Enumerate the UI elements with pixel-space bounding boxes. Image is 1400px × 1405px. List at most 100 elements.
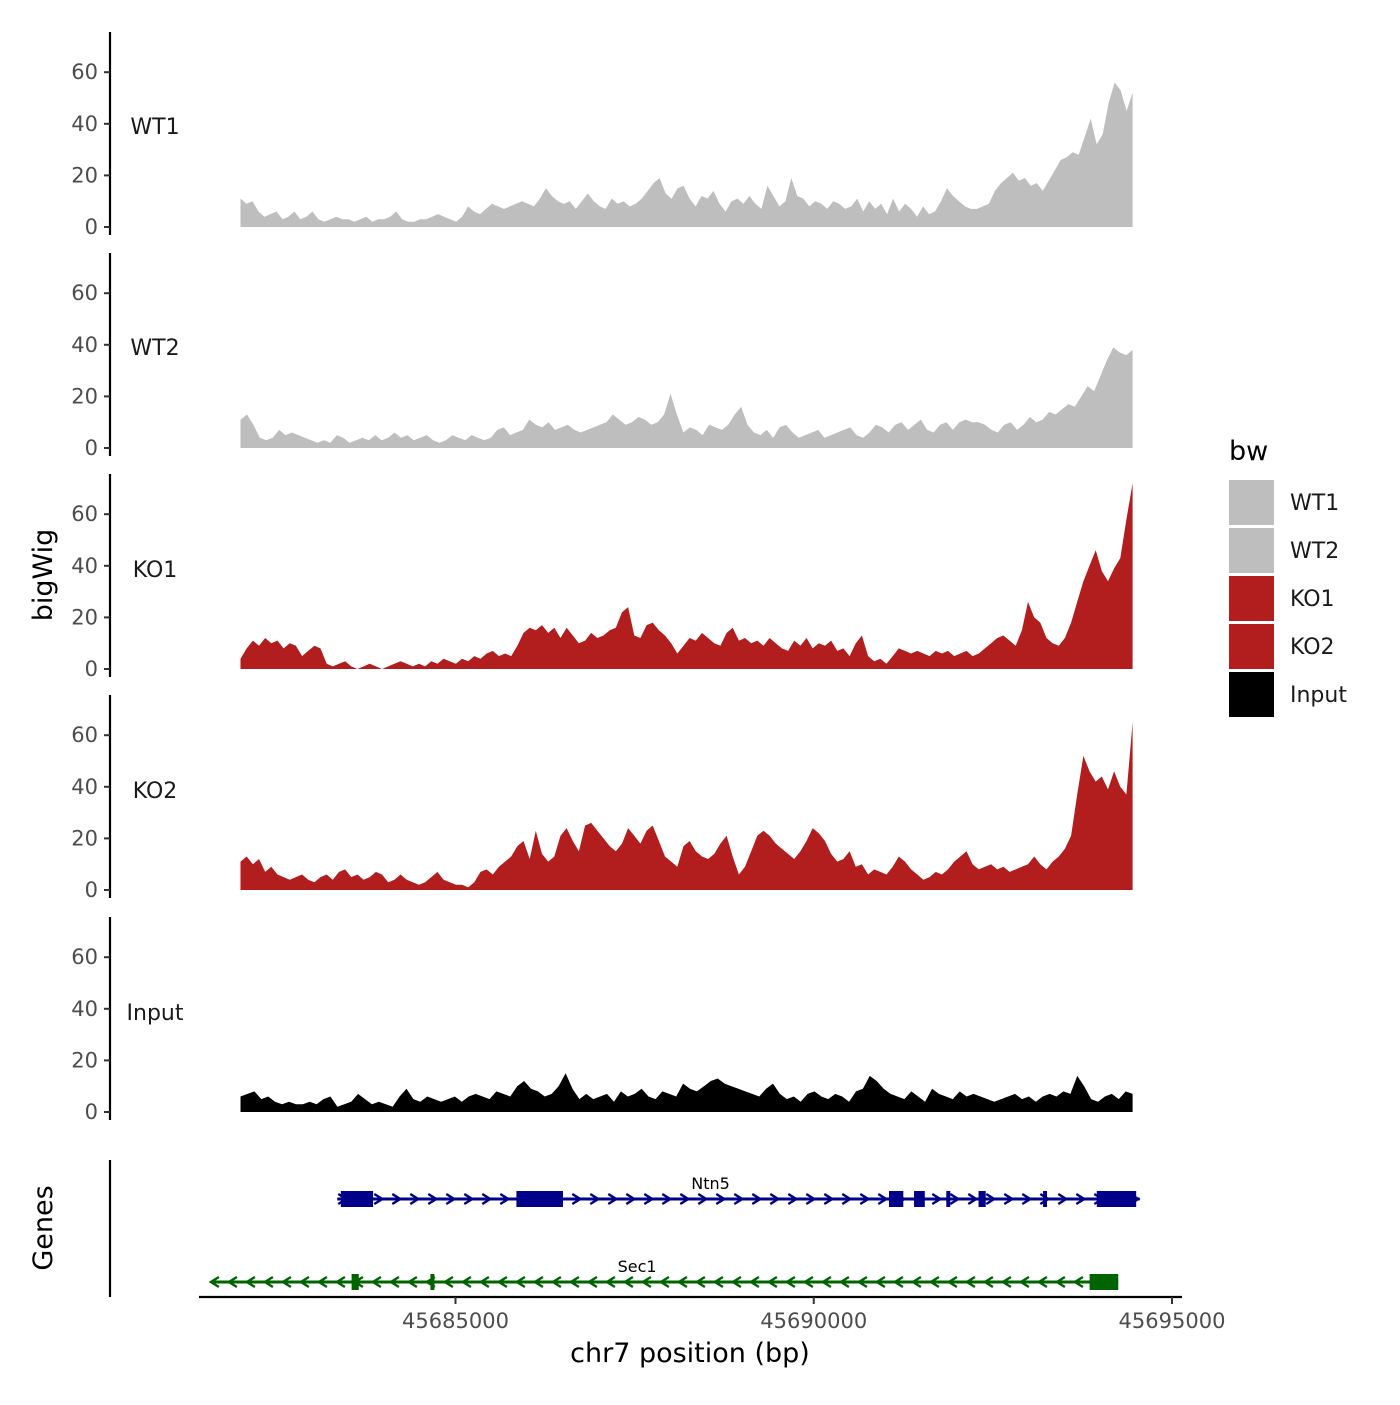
strand-arrow (694, 1275, 706, 1289)
strand-arrow (334, 1275, 346, 1289)
strand-arrow (859, 1192, 871, 1206)
y-tick-label: 60 (71, 502, 98, 526)
legend: bw WT1 WT2 KO1 KO2 Input (1229, 436, 1347, 717)
strand-arrow (481, 1192, 493, 1206)
x-axis-title: chr7 position (bp) (570, 1338, 810, 1369)
strand-arrow (589, 1192, 601, 1206)
y-tick-label: 20 (71, 163, 98, 187)
y-tick-label: 0 (85, 1100, 98, 1124)
strand-arrow (766, 1275, 778, 1289)
exon (978, 1191, 986, 1207)
strand-arrow (1018, 1275, 1030, 1289)
track-wt1: 0 20 40 60 WT1 (71, 32, 1133, 239)
y-tick-label: 0 (85, 436, 98, 460)
strand-arrow (370, 1275, 382, 1289)
gene-label: Ntn5 (691, 1174, 730, 1193)
strand-arrow (550, 1275, 562, 1289)
coverage-area-wt1 (240, 82, 1133, 227)
strand-arrow (280, 1275, 292, 1289)
strand-arrow (409, 1192, 421, 1206)
legend-label-wt2: WT2 (1290, 539, 1339, 564)
strand-arrow (679, 1192, 691, 1206)
strand-arrow (391, 1192, 403, 1206)
track-label: KO2 (133, 779, 178, 804)
strand-arrow (442, 1275, 454, 1289)
strand-arrow (985, 1192, 997, 1206)
coverage-area-input (240, 1073, 1133, 1112)
strand-arrow (676, 1275, 688, 1289)
track-label: KO1 (133, 558, 178, 583)
legend-swatch-input (1229, 672, 1274, 717)
strand-arrow (1075, 1192, 1087, 1206)
strand-arrow (532, 1275, 544, 1289)
strand-arrow (982, 1275, 994, 1289)
strand-arrow (208, 1275, 220, 1289)
coverage-area-wt2 (240, 347, 1133, 448)
strand-arrow (568, 1275, 580, 1289)
strand-arrow (748, 1275, 760, 1289)
y-tick-label: 0 (85, 657, 98, 681)
coverage-area-ko1 (240, 483, 1133, 669)
exon (340, 1191, 374, 1207)
x-axis: 45685000 45690000 45695000 (199, 1295, 1225, 1333)
genes-axis-title: Genes (28, 1185, 59, 1270)
exon (1043, 1191, 1048, 1207)
y-tick-label: 0 (85, 215, 98, 239)
strand-arrow (949, 1192, 961, 1206)
strand-arrow (805, 1192, 817, 1206)
strand-arrow (373, 1192, 385, 1206)
strand-arrow (607, 1192, 619, 1206)
strand-arrow (823, 1192, 835, 1206)
exon (914, 1191, 925, 1207)
strand-arrow (928, 1275, 940, 1289)
strand-arrow (1072, 1275, 1084, 1289)
strand-arrow (514, 1275, 526, 1289)
strand-arrow (946, 1275, 958, 1289)
y-tick-label: 60 (71, 281, 98, 305)
strand-arrow (463, 1192, 475, 1206)
y-tick-label: 40 (71, 997, 98, 1021)
track-input: 0 20 40 60 Input (71, 917, 1133, 1124)
legend-label-ko2: KO2 (1290, 635, 1335, 660)
strand-arrow (874, 1275, 886, 1289)
track-ko1: 0 20 40 60 KO1 (71, 474, 1133, 681)
legend-swatch-ko1 (1229, 576, 1274, 621)
gene-sec1: Sec1 (208, 1257, 1119, 1290)
strand-arrow (445, 1192, 457, 1206)
strand-arrow (406, 1275, 418, 1289)
strand-arrow (658, 1275, 670, 1289)
strand-arrow (604, 1275, 616, 1289)
strand-arrow (226, 1275, 238, 1289)
coverage-tracks: 0 20 40 60 WT1 0 20 40 60 WT2 0 20 40 60 KO1 0 20 40 60 KO2… (71, 32, 1133, 1124)
strand-arrow (388, 1275, 400, 1289)
strand-arrow (820, 1275, 832, 1289)
strand-arrow (427, 1192, 439, 1206)
exon (946, 1191, 951, 1207)
strand-arrow (316, 1275, 328, 1289)
strand-arrow (802, 1275, 814, 1289)
strand-arrow (586, 1275, 598, 1289)
exon (430, 1274, 435, 1290)
strand-arrow (787, 1192, 799, 1206)
y-tick-label: 40 (71, 775, 98, 799)
gene-ntn5: Ntn5 (337, 1174, 1141, 1207)
y-tick-label: 40 (71, 333, 98, 357)
legend-swatch-wt1 (1229, 480, 1274, 525)
track-wt2: 0 20 40 60 WT2 (71, 253, 1133, 460)
track-ko2: 0 20 40 60 KO2 (71, 695, 1133, 902)
y-tick-label: 0 (85, 878, 98, 902)
strand-arrow (841, 1192, 853, 1206)
track-label: WT1 (130, 115, 179, 140)
strand-arrow (643, 1192, 655, 1206)
strand-arrow (730, 1275, 742, 1289)
legend-label-wt1: WT1 (1290, 491, 1339, 516)
strand-arrow (1057, 1192, 1069, 1206)
track-label: WT2 (130, 336, 179, 361)
strand-arrow (1039, 1192, 1051, 1206)
y-axis-title: bigWig (28, 529, 59, 622)
strand-arrow (751, 1192, 763, 1206)
coverage-area-ko2 (240, 722, 1133, 890)
strand-arrow (1054, 1275, 1066, 1289)
